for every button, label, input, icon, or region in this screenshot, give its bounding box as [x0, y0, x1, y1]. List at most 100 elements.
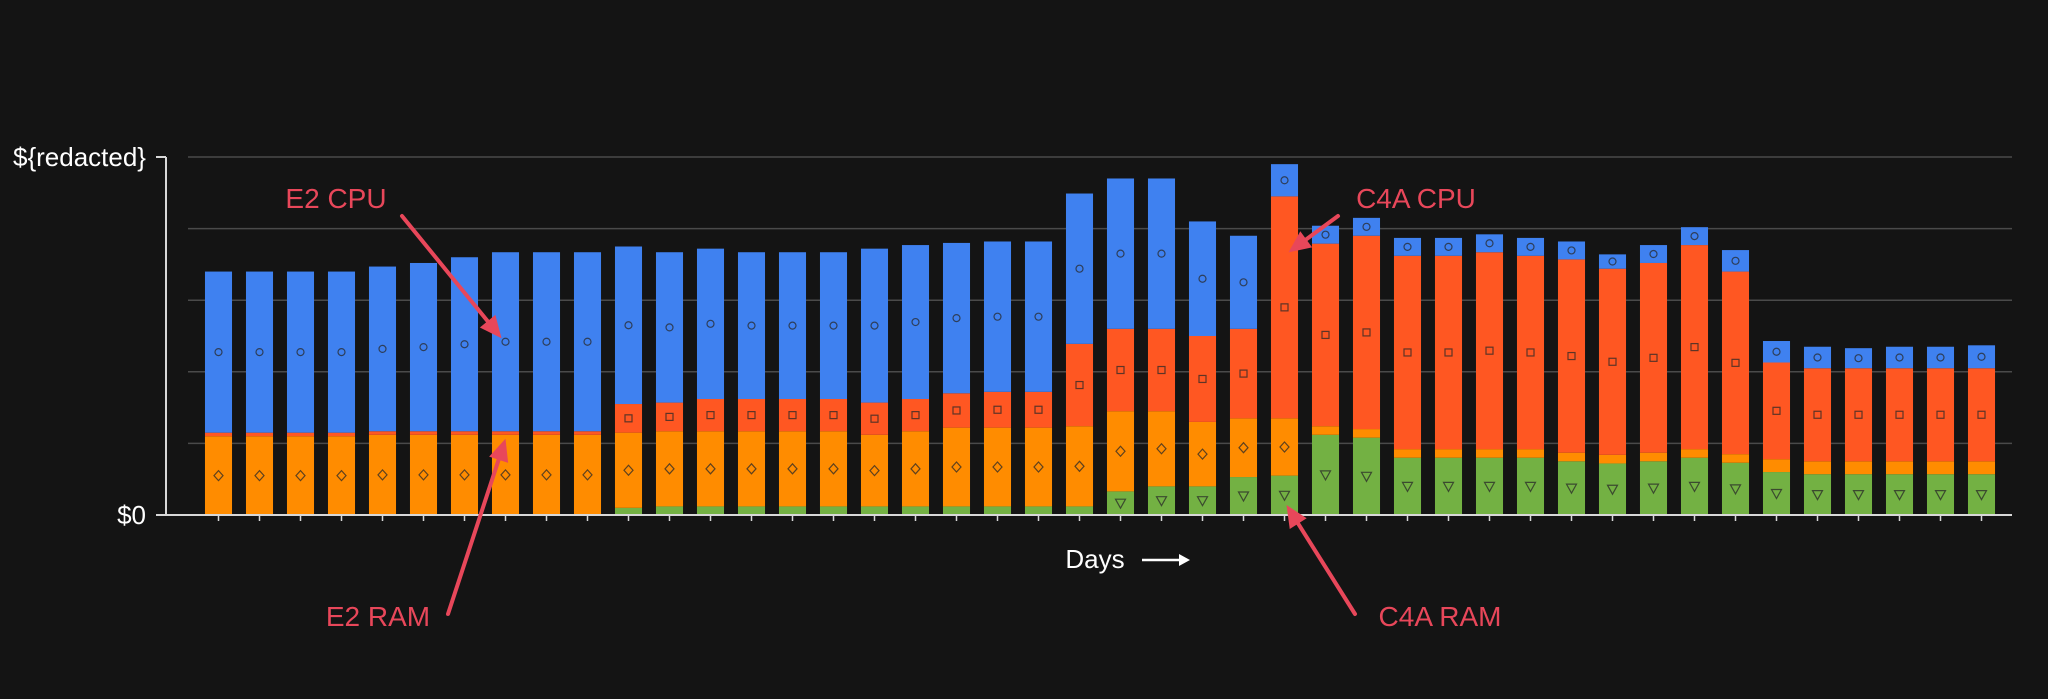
bar-stack [1885, 346, 1914, 515]
marker-circle [1116, 249, 1125, 258]
bar-stack [942, 242, 971, 515]
bar-segment-c4a_ram [1967, 474, 1996, 515]
marker-triangle [1155, 496, 1168, 507]
bar-segment-c4a_ram [983, 506, 1012, 515]
bar-segment-c4a_cpu [1024, 391, 1053, 428]
marker-circle [1075, 264, 1084, 273]
bar-segment-e2_ram [1762, 459, 1791, 473]
marker-diamond [1279, 441, 1290, 453]
marker-circle [1321, 230, 1330, 239]
bar-stack [983, 241, 1012, 515]
marker-triangle [1729, 484, 1742, 496]
bar-stack [778, 252, 807, 515]
marker-diamond [1033, 461, 1044, 473]
marker-circle [1649, 249, 1658, 259]
bar-segment-e2_cpu [204, 271, 233, 433]
bar-segment-c4a_ram [1024, 506, 1053, 515]
bar-stack [327, 271, 356, 515]
bar-segment-c4a_ram [1721, 462, 1750, 515]
marker-circle [1977, 352, 1986, 361]
marker-square [911, 411, 920, 420]
bar-segment-e2_ram [737, 431, 766, 507]
bar-stack [1803, 346, 1832, 515]
bar-segment-e2_cpu [1557, 241, 1586, 260]
bar-segment-c4a_ram [942, 506, 971, 515]
marker-square [1239, 369, 1248, 378]
bar-segment-e2_ram [942, 427, 971, 507]
bar-segment-c4a_cpu [1229, 328, 1258, 419]
marker-circle [1854, 354, 1863, 363]
marker-circle [993, 312, 1002, 321]
bar-segment-e2_ram [1065, 426, 1094, 507]
bar-segment-e2_cpu [819, 252, 848, 400]
marker-square [870, 414, 879, 423]
marker-triangle [1319, 470, 1332, 482]
marker-circle [952, 314, 961, 323]
marker-square [1977, 410, 1986, 419]
bar-segment-e2_cpu [573, 252, 602, 432]
bar-segment-e2_ram [778, 431, 807, 507]
bar-segment-c4a_ram [1598, 463, 1627, 515]
marker-circle [214, 348, 223, 357]
bars [204, 164, 1996, 515]
marker-diamond [664, 462, 675, 475]
bar-segment-c4a_ram [1557, 461, 1586, 515]
bar-segment-e2_cpu [245, 271, 274, 433]
bar-stack [1270, 164, 1299, 515]
bar-segment-e2_cpu [1721, 250, 1750, 272]
bar-segment-c4a_cpu [1352, 235, 1381, 430]
bar-segment-c4a_ram [1680, 457, 1709, 515]
bar-stack [1762, 341, 1791, 515]
bar-stack [1967, 345, 1996, 515]
marker-diamond [582, 469, 593, 481]
marker-square [1731, 358, 1740, 367]
bar-stack [1516, 237, 1545, 515]
marker-diamond [1074, 460, 1085, 473]
bar-segment-e2_ram [532, 434, 561, 515]
bar-segment-e2_ram [409, 434, 438, 515]
bar-segment-c4a_cpu [1516, 255, 1545, 450]
bar-segment-c4a_cpu [860, 402, 889, 435]
bar-stack [1024, 241, 1053, 515]
bar-segment-e2_cpu [737, 252, 766, 400]
bar-segment-e2_cpu [1229, 235, 1258, 329]
marker-diamond [254, 469, 265, 482]
bar-segment-c4a_cpu [1844, 368, 1873, 462]
bar-stack [1188, 221, 1217, 515]
bar-segment-c4a_cpu [1967, 368, 1996, 462]
marker-diamond [1197, 448, 1208, 461]
bar-segment-e2_cpu [614, 246, 643, 405]
bar-segment-e2_cpu [1598, 254, 1627, 269]
bar-segment-e2_ram [1844, 461, 1873, 475]
bar-segment-c4a_cpu [1106, 328, 1135, 412]
bar-segment-c4a_cpu [1393, 255, 1422, 450]
marker-square [624, 414, 633, 423]
bar-segment-e2_ram [983, 427, 1012, 507]
bar-segment-e2_ram [655, 431, 684, 507]
bar-stack [1680, 227, 1709, 515]
bar-segment-c4a_ram [1639, 461, 1668, 515]
marker-triangle [1114, 498, 1127, 510]
bar-segment-e2_ram [1598, 454, 1627, 464]
marker-square [1526, 348, 1535, 357]
bar-stack [1434, 237, 1463, 515]
bar-stack [1065, 193, 1094, 515]
bar-segment-e2_cpu [860, 248, 889, 403]
bar-segment-e2_ram [1803, 461, 1832, 475]
bar-segment-c4a_cpu [1762, 362, 1791, 460]
annotation-arrow-icon [446, 438, 509, 616]
bar-segment-e2_cpu [1803, 346, 1832, 369]
bar-segment-c4a_cpu [327, 432, 356, 437]
bar-segment-e2_cpu [286, 271, 315, 433]
marker-diamond [1238, 441, 1249, 454]
marker-triangle [1606, 484, 1619, 496]
marker-circle [1444, 242, 1453, 251]
marker-square [1034, 405, 1043, 414]
bar-stack [286, 271, 315, 515]
marker-circle [1567, 246, 1576, 255]
marker-circle [1198, 274, 1207, 283]
bar-segment-c4a_ram [1762, 472, 1791, 515]
bar-segment-c4a_cpu [696, 399, 725, 432]
marker-square [993, 405, 1002, 414]
bar-segment-e2_ram [1393, 449, 1422, 458]
